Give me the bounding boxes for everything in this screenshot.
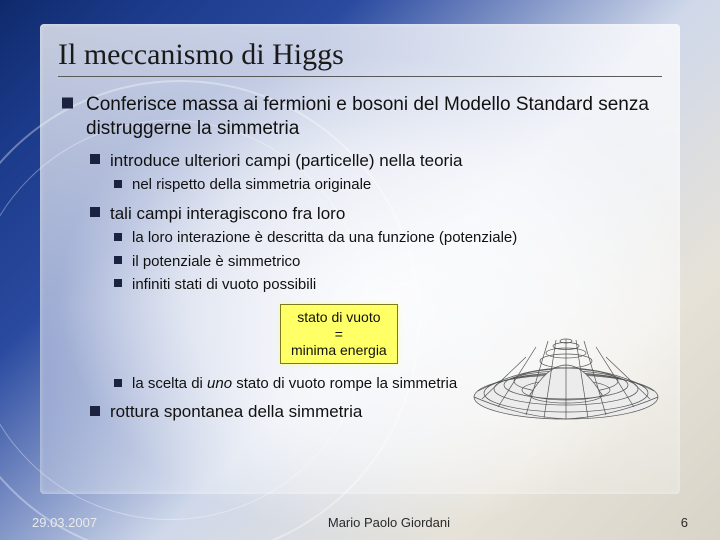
footer-date: 29.03.2007 bbox=[32, 515, 97, 530]
text: Conferisce massa ai fermioni e bosoni de… bbox=[86, 94, 649, 139]
slide-content: Il meccanismo di Higgs Conferisce massa … bbox=[0, 0, 720, 540]
square-bullet-icon bbox=[114, 279, 122, 287]
footer-author: Mario Paolo Giordani bbox=[328, 515, 450, 530]
text: infiniti stati di vuoto possibili bbox=[132, 276, 316, 293]
text: nel rispetto della simmetria originale bbox=[132, 176, 371, 193]
text: il potenziale è simmetrico bbox=[132, 253, 300, 270]
slide-title: Il meccanismo di Higgs bbox=[58, 38, 662, 72]
square-bullet-icon bbox=[114, 256, 122, 264]
bullet-lvl3: infiniti stati di vuoto possibili bbox=[110, 275, 662, 294]
text-part: la scelta di bbox=[132, 375, 207, 392]
slide-footer: 29.03.2007 Mario Paolo Giordani 6 bbox=[0, 515, 720, 530]
bullet-lvl3: nel rispetto della simmetria originale bbox=[110, 175, 662, 194]
square-bullet-icon bbox=[114, 233, 122, 241]
callout-line: stato di vuoto bbox=[297, 309, 380, 325]
text-part: stato di vuoto rompe la simmetria bbox=[232, 375, 457, 392]
callout-line: = bbox=[335, 326, 343, 342]
footer-pageno: 6 bbox=[681, 515, 688, 530]
text: tali campi interagiscono fra loro bbox=[110, 204, 345, 223]
text: rottura spontanea della simmetria bbox=[110, 402, 362, 421]
text: introduce ulteriori campi (particelle) n… bbox=[110, 151, 462, 170]
bullet-lvl2: introduce ulteriori campi (particelle) n… bbox=[86, 150, 662, 195]
mexican-hat-diagram bbox=[466, 305, 666, 425]
bullet-lvl3: la loro interazione è descritta da una f… bbox=[110, 228, 662, 247]
square-bullet-icon bbox=[114, 379, 122, 387]
square-bullet-icon bbox=[90, 154, 100, 164]
text-emphasis: uno bbox=[207, 375, 232, 392]
title-divider bbox=[58, 76, 662, 77]
text: la loro interazione è descritta da una f… bbox=[132, 229, 517, 246]
square-bullet-icon bbox=[90, 207, 100, 217]
callout-box: stato di vuoto = minima energia bbox=[280, 304, 398, 364]
square-bullet-icon bbox=[90, 406, 100, 416]
bullet-lvl3: il potenziale è simmetrico bbox=[110, 252, 662, 271]
square-bullet-icon bbox=[62, 98, 73, 109]
square-bullet-icon bbox=[114, 180, 122, 188]
callout-line: minima energia bbox=[291, 342, 387, 358]
